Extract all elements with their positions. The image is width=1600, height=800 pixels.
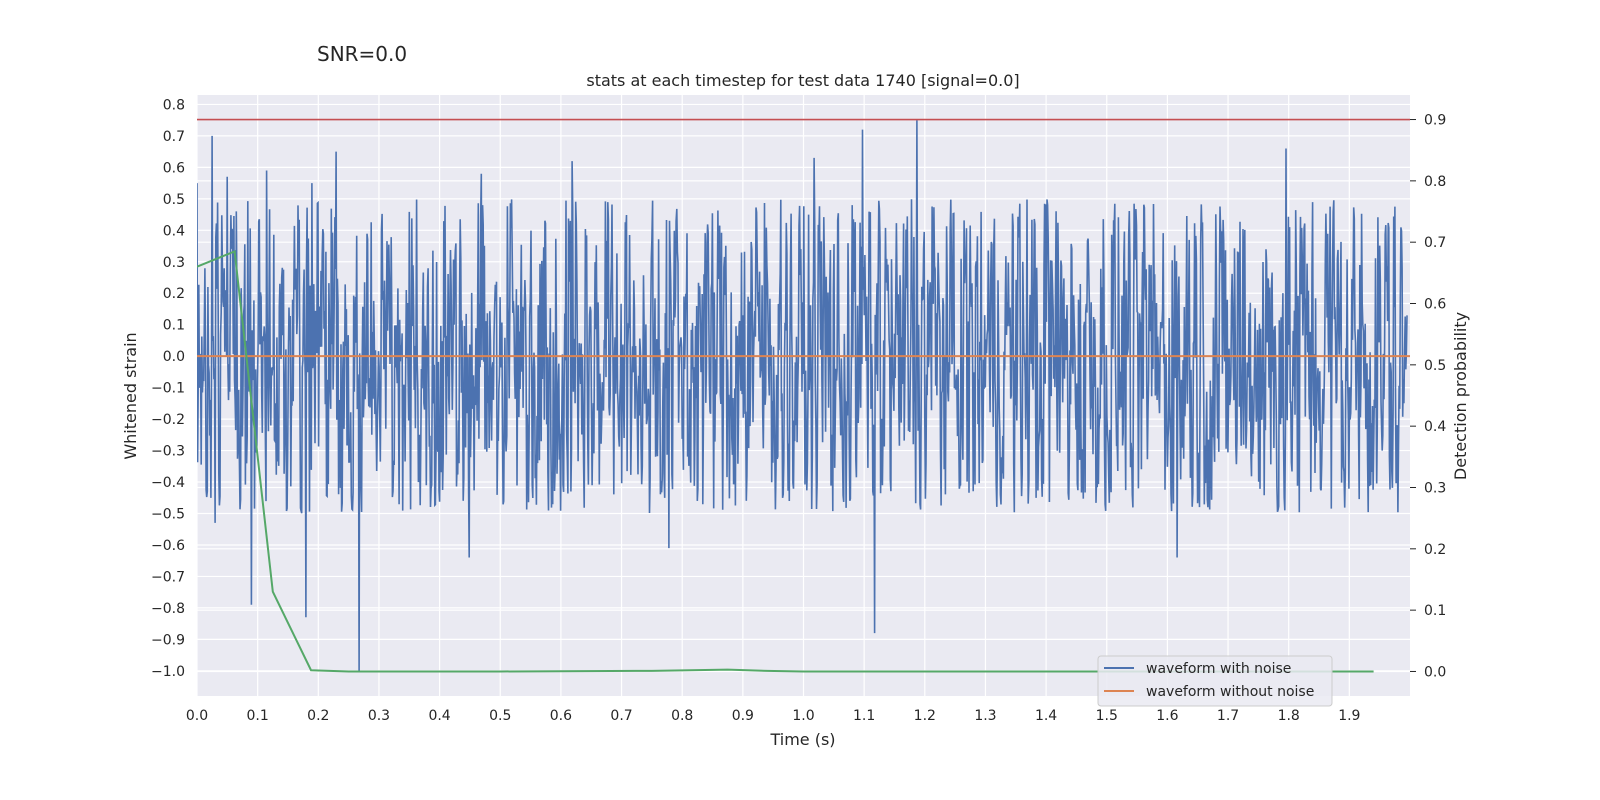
x-tick-label: 1.2 — [914, 708, 936, 724]
y-tick-label: −0.3 — [151, 444, 185, 460]
series-layer — [197, 118, 1410, 673]
series-detection-probability — [197, 249, 1374, 673]
y-tick-label: −0.6 — [151, 538, 185, 554]
y2-tick-label: 0.1 — [1424, 603, 1446, 619]
x-tick-label: 0.3 — [368, 708, 390, 724]
x-tick-label: 1.1 — [853, 708, 875, 724]
y2-tick-label: 0.3 — [1424, 480, 1446, 496]
x-tick-label: 1.9 — [1338, 708, 1360, 724]
legend: waveform with noise waveform without noi… — [1097, 655, 1333, 707]
y2-tick-label: 0.5 — [1424, 358, 1446, 374]
x-tick-label: 0.8 — [671, 708, 693, 724]
y-tick-label: −0.8 — [151, 601, 185, 617]
y-tick-label: 0.1 — [163, 318, 185, 334]
y2-tick-label: 0.0 — [1424, 664, 1446, 680]
x-tick-label: 1.0 — [792, 708, 814, 724]
y-tick-label: −0.7 — [151, 569, 185, 585]
legend-label-clean: waveform without noise — [1146, 684, 1314, 700]
x-tick-label: 0.9 — [732, 708, 754, 724]
y-tick-label: 0.2 — [163, 286, 185, 302]
legend-box — [1097, 655, 1333, 707]
x-tick-label: 1.3 — [974, 708, 996, 724]
y-tick-label: 0.0 — [163, 349, 185, 365]
y2-tick-label: 0.9 — [1424, 113, 1446, 129]
y-tick-label: 0.5 — [163, 192, 185, 208]
x-tick-label: 0.1 — [247, 708, 269, 724]
x-tick-label: 0.6 — [550, 708, 572, 724]
y2-tick-label: 0.7 — [1424, 235, 1446, 251]
y-tick-label: 0.4 — [163, 223, 185, 239]
y2-tick-label: 0.2 — [1424, 542, 1446, 558]
y-tick-label: 0.8 — [163, 97, 185, 113]
y-tick-label: 0.6 — [163, 160, 185, 176]
y-tick-label: 0.7 — [163, 129, 185, 145]
y-axis-label: Whitened strain — [121, 332, 140, 459]
chart-title: stats at each timestep for test data 174… — [586, 71, 1019, 90]
series-waveform-with-noise — [197, 120, 1408, 671]
x-tick-label: 0.5 — [489, 708, 511, 724]
y-tick-label: 0.3 — [163, 255, 185, 271]
y-tick-label: −0.5 — [151, 506, 185, 522]
y2-axis-label: Detection probability — [1451, 312, 1470, 480]
x-tick-label: 1.7 — [1217, 708, 1239, 724]
y2-tick-label: 0.6 — [1424, 297, 1446, 313]
y2-tick-label: 0.4 — [1424, 419, 1446, 435]
x-tick-label: 1.6 — [1156, 708, 1178, 724]
y-tick-label: −0.2 — [151, 412, 185, 428]
suptitle: SNR=0.0 — [317, 42, 407, 66]
x-tick-label: 0.2 — [307, 708, 329, 724]
x-tick-label: 0.4 — [428, 708, 450, 724]
y-tick-label: −1.0 — [151, 664, 185, 680]
x-tick-label: 1.4 — [1035, 708, 1057, 724]
legend-label-noise: waveform with noise — [1146, 661, 1291, 677]
y2-tick-label: 0.8 — [1424, 174, 1446, 190]
y-tick-labels: 0.8 0.7 0.6 0.5 0.4 0.3 0.2 0.1 0.0 −0.1 −0.2 −0.3 −… — [151, 97, 185, 679]
y-tick-label: −0.4 — [151, 475, 185, 491]
x-tick-labels: 0.0 0.1 0.2 0.3 0.4 0.5 0.6 0.7 0.8 0.9 1.0 1.1 1.2 1… — [186, 708, 1361, 724]
y2-tick-labels: 0.9 0.8 0.7 0.6 0.5 0.4 0.3 0.2 0.1 0.0 — [1410, 113, 1446, 680]
x-tick-label: 1.8 — [1278, 708, 1300, 724]
x-tick-label: 0.0 — [186, 708, 208, 724]
x-tick-label: 1.5 — [1096, 708, 1118, 724]
x-tick-label: 0.7 — [610, 708, 632, 724]
x-axis-label: Time (s) — [769, 730, 835, 749]
y-tick-label: −0.1 — [151, 381, 185, 397]
y-tick-label: −0.9 — [151, 632, 185, 648]
